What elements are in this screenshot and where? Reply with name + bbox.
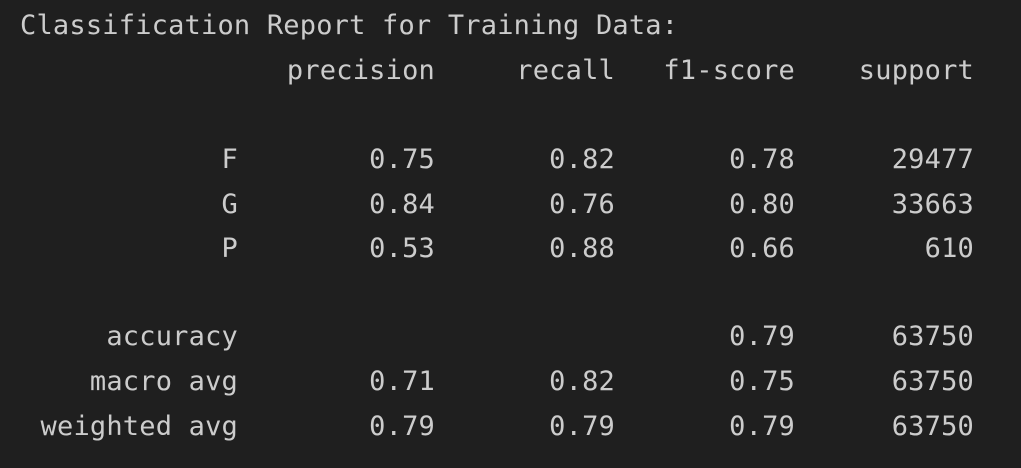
recall-value: 0.82 — [549, 366, 615, 397]
header-precision: precision — [286, 55, 435, 86]
f1-value: 0.80 — [729, 189, 795, 220]
support-value: 29477 — [891, 144, 974, 175]
recall-value: 0.88 — [549, 233, 615, 264]
f1-value: 0.78 — [729, 144, 795, 175]
support-value: 63750 — [891, 321, 974, 352]
recall-value: 0.76 — [549, 189, 615, 220]
support-value: 63750 — [891, 411, 974, 442]
header-f1-score: f1-score — [663, 55, 795, 86]
recall-value: 0.79 — [549, 411, 615, 442]
precision-value: 0.71 — [369, 366, 435, 397]
row-label: accuracy — [106, 321, 238, 352]
report-title: Classification Report for Training Data: — [20, 10, 679, 41]
precision-value: 0.84 — [369, 189, 435, 220]
f1-value: 0.79 — [729, 411, 795, 442]
f1-value: 0.79 — [729, 321, 795, 352]
row-label: P — [221, 233, 238, 264]
row-label: F — [221, 144, 238, 175]
header-support: support — [858, 55, 974, 86]
precision-value: 0.79 — [369, 411, 435, 442]
f1-value: 0.75 — [729, 366, 795, 397]
support-value: 610 — [924, 233, 974, 264]
row-label: macro avg — [89, 366, 238, 397]
precision-value: 0.75 — [369, 144, 435, 175]
header-recall: recall — [516, 55, 615, 86]
support-value: 63750 — [891, 366, 974, 397]
recall-value: 0.82 — [549, 144, 615, 175]
row-label: weighted avg — [40, 411, 238, 442]
row-label: G — [221, 189, 238, 220]
support-value: 33663 — [891, 189, 974, 220]
precision-value: 0.53 — [369, 233, 435, 264]
f1-value: 0.66 — [729, 233, 795, 264]
